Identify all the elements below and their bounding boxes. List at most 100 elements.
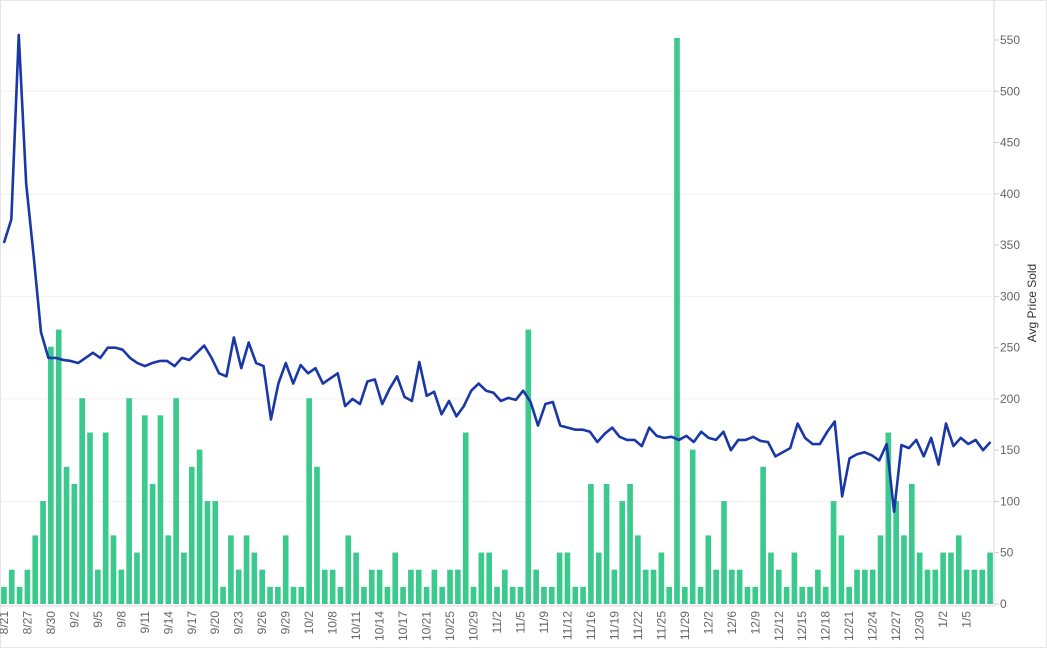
bar	[854, 569, 860, 604]
bar	[196, 449, 203, 604]
x-tick-label: 12/30	[913, 611, 927, 641]
bar	[290, 586, 297, 604]
bar	[736, 569, 743, 604]
bar	[705, 535, 712, 604]
y-tick-label: 150	[1000, 443, 1020, 457]
x-tick-label: 10/21	[420, 611, 434, 641]
bar	[556, 552, 563, 604]
bar	[462, 432, 469, 604]
bar	[1, 586, 7, 604]
x-tick-label: 10/14	[373, 611, 387, 641]
bar	[877, 535, 884, 604]
bar	[869, 569, 876, 604]
bar	[188, 466, 195, 604]
bar	[259, 569, 266, 604]
bar	[658, 552, 665, 604]
x-tick-label: 12/6	[725, 611, 739, 635]
y-tick-label: 350	[1000, 238, 1020, 252]
bar	[415, 569, 422, 604]
bar	[509, 586, 516, 604]
bar	[212, 501, 219, 604]
bar	[689, 449, 696, 604]
y-axis-title: Avg Price Sold	[1025, 264, 1039, 343]
x-tick-label: 9/11	[138, 611, 152, 634]
bar	[55, 329, 62, 604]
bar	[157, 415, 164, 604]
x-tick-label: 12/2	[701, 611, 715, 635]
bar	[611, 569, 618, 604]
bar	[95, 569, 101, 604]
y-tick-label: 300	[1000, 289, 1020, 303]
bar	[110, 535, 117, 604]
x-tick-label: 1/5	[960, 611, 974, 628]
bar	[361, 586, 367, 604]
bar	[126, 398, 132, 604]
bar	[220, 586, 226, 604]
x-tick-label: 10/11	[349, 611, 363, 640]
bar	[963, 569, 970, 604]
y-tick-label: 0	[1000, 597, 1007, 611]
bar	[971, 569, 978, 604]
bar	[251, 552, 258, 604]
x-tick-label: 12/24	[866, 611, 880, 641]
bar	[314, 466, 320, 604]
bar	[564, 552, 571, 604]
x-tick-label: 9/8	[114, 611, 128, 628]
bar	[408, 569, 414, 604]
y-tick-label: 450	[1000, 136, 1020, 150]
bar	[24, 569, 31, 604]
bar	[619, 501, 626, 604]
bar	[368, 569, 375, 604]
x-tick-label: 11/19	[607, 611, 621, 640]
bar	[846, 586, 853, 604]
x-tick-label: 1/2	[936, 611, 950, 628]
x-tick-label: 9/20	[208, 611, 222, 635]
y-tick-label: 100	[1000, 494, 1020, 508]
bar	[603, 483, 610, 604]
bar	[674, 38, 680, 604]
bar	[204, 501, 211, 604]
bar	[275, 586, 281, 604]
avg-price-line	[2, 33, 992, 514]
bar	[32, 535, 39, 604]
bar	[541, 586, 547, 604]
bar	[955, 535, 962, 604]
x-tick-label: 11/22	[631, 611, 645, 640]
bar	[525, 329, 532, 604]
bar	[830, 501, 837, 604]
x-tick-label: 10/8	[326, 611, 340, 635]
bar	[63, 466, 70, 604]
bar	[940, 552, 946, 604]
bar	[431, 569, 438, 604]
bar	[909, 483, 915, 604]
bar	[893, 501, 899, 604]
bar	[744, 586, 751, 604]
bar	[118, 569, 125, 604]
bar	[760, 466, 766, 604]
x-tick-label: 10/2	[302, 611, 316, 635]
bar	[948, 552, 954, 604]
x-tick-label: 11/2	[490, 611, 504, 634]
bar	[8, 569, 15, 604]
x-tick-label: 12/18	[819, 611, 833, 641]
y-tick-label: 550	[1000, 33, 1020, 47]
bar	[775, 569, 782, 604]
bar	[807, 586, 813, 604]
bar	[439, 586, 446, 604]
y-tick-label: 400	[1000, 187, 1020, 201]
bar	[494, 586, 500, 604]
bar	[783, 586, 790, 604]
x-tick-label: 8/21	[0, 611, 11, 635]
x-tick-label: 9/23	[232, 611, 246, 635]
bar	[79, 398, 85, 604]
bar	[478, 552, 485, 604]
bar	[267, 586, 273, 604]
bar	[470, 586, 477, 604]
bar	[337, 586, 344, 604]
bar	[165, 535, 172, 604]
bar	[572, 586, 579, 604]
bar	[822, 586, 829, 604]
bar	[102, 432, 109, 604]
x-tick-label: 12/21	[842, 611, 856, 641]
